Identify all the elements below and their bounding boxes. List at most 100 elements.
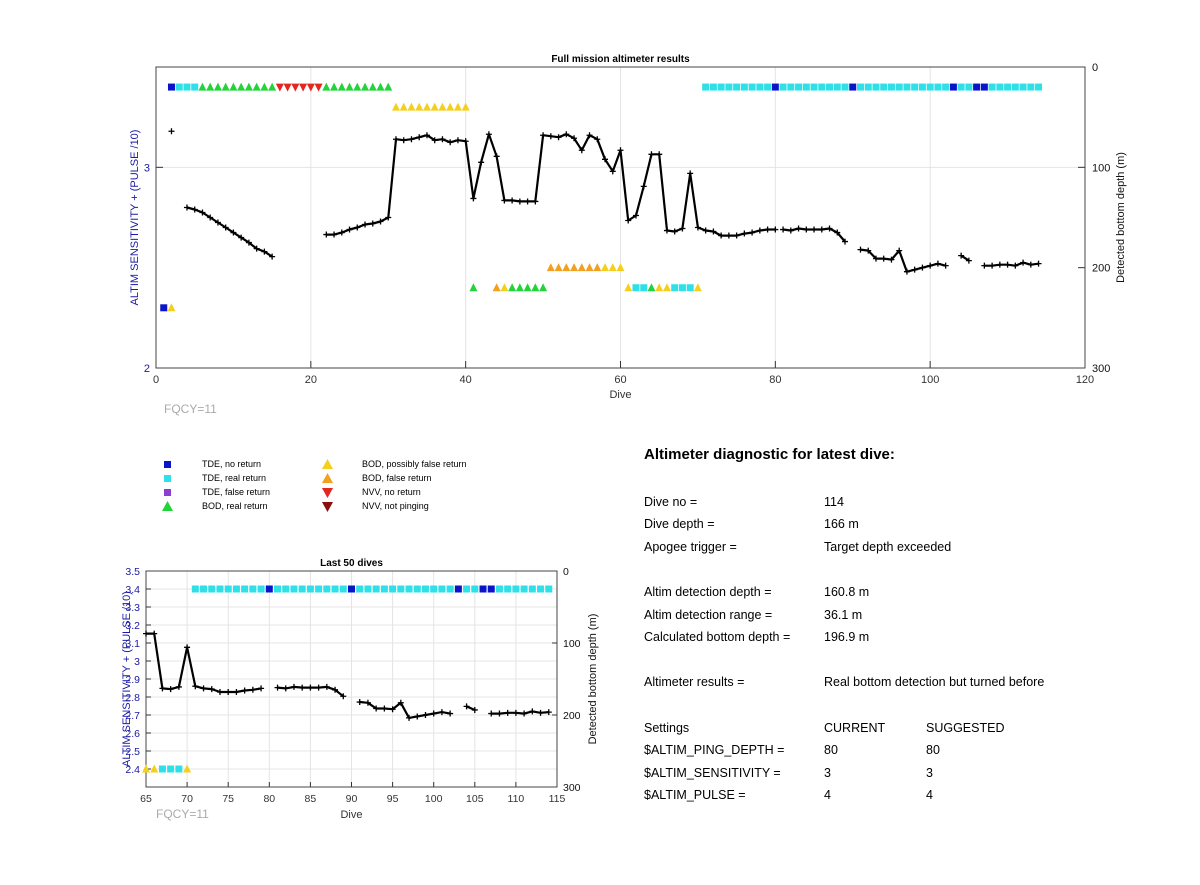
- x-tick-label: 105: [466, 793, 484, 805]
- depth-point: [718, 232, 725, 239]
- tde-marker: [339, 585, 347, 593]
- bod-marker: [384, 82, 393, 91]
- x-tick-label: 80: [769, 374, 781, 386]
- depth-point: [795, 225, 802, 232]
- y2-tick-label: 300: [1092, 363, 1110, 375]
- depth-point: [563, 131, 570, 138]
- depth-point: [338, 229, 345, 236]
- depth-point: [1012, 262, 1019, 269]
- tde-marker: [175, 83, 183, 91]
- last-50-dives-chart: 65 70 75 80 85 90 95 100 105 110 115 2.4 2.5 2.6 2.7 2.…: [121, 558, 599, 821]
- depth-point: [903, 268, 910, 275]
- diag-row-calculated-bottom-depth: Calculated bottom depth = 196.9 m: [644, 630, 1164, 646]
- tde-marker: [903, 83, 911, 91]
- depth-point: [617, 147, 624, 154]
- tde-marker: [282, 585, 290, 593]
- diag-label: Altim detection depth =: [644, 585, 772, 599]
- depth-point: [842, 238, 849, 245]
- depth-point: [323, 683, 330, 690]
- tde-marker: [232, 585, 240, 593]
- diag-value: 166 m: [824, 517, 859, 531]
- y-tick-label: 2.6: [125, 728, 140, 740]
- tde-marker: [864, 83, 872, 91]
- bod-marker: [430, 102, 439, 111]
- tde-marker: [315, 585, 323, 593]
- y2-axis-label: Detected bottom depth (m): [587, 614, 599, 745]
- bod-marker: [453, 102, 462, 111]
- depth-point: [702, 227, 709, 234]
- depth-point: [167, 686, 174, 693]
- tde-marker: [740, 83, 748, 91]
- tde-marker: [756, 83, 764, 91]
- depth-point: [521, 710, 528, 717]
- tde-marker: [795, 83, 803, 91]
- tde-marker: [934, 83, 942, 91]
- tde-marker: [1019, 83, 1027, 91]
- depth-point: [1035, 260, 1042, 267]
- y-tick-label: 2.7: [125, 710, 140, 722]
- tde-marker: [216, 585, 224, 593]
- bod-marker: [345, 82, 354, 91]
- y2-tick-label: 200: [1092, 263, 1110, 275]
- nvv-marker: [314, 83, 323, 92]
- depth-point: [408, 136, 415, 143]
- bod-marker: [546, 263, 555, 272]
- tde-marker: [249, 585, 257, 593]
- tde-marker: [257, 585, 265, 593]
- tde-marker: [495, 585, 503, 593]
- setting-suggested: 4: [926, 788, 933, 802]
- depth-point: [524, 198, 531, 205]
- depth-point: [958, 252, 965, 259]
- depth-point: [656, 151, 663, 158]
- depth-point: [996, 261, 1003, 268]
- depth-point: [756, 227, 763, 234]
- depth-point: [741, 230, 748, 237]
- y2-tick-label: 300: [563, 782, 581, 794]
- bod-marker: [655, 283, 664, 292]
- depth-point: [191, 206, 198, 213]
- tde-marker: [887, 83, 895, 91]
- depth-point: [389, 706, 396, 713]
- tde-marker: [764, 83, 772, 91]
- triangle-up-marker-icon: [322, 459, 333, 469]
- tde-marker: [397, 585, 405, 593]
- depth-point: [184, 644, 191, 651]
- diag-value: 196.9 m: [824, 630, 870, 644]
- tde-marker: [810, 83, 818, 91]
- depth-point: [406, 714, 413, 721]
- tde-marker: [167, 83, 175, 91]
- depth-point: [609, 168, 616, 175]
- depth-point: [381, 705, 388, 712]
- depth-point: [671, 228, 678, 235]
- chart-title: Last 50 dives: [320, 558, 383, 569]
- bod-marker: [500, 283, 509, 292]
- bod-marker: [399, 102, 408, 111]
- tde-marker: [748, 83, 756, 91]
- depth-point: [290, 683, 297, 690]
- tde-marker: [463, 585, 471, 593]
- depth-point: [315, 684, 322, 691]
- diag-settings-row: $ALTIM_PING_DEPTH = 80 80: [644, 743, 1164, 759]
- bod-marker: [198, 82, 207, 91]
- tde-marker: [988, 83, 996, 91]
- marker-legend: TDE, no return TDE, real return TDE, fal…: [160, 458, 490, 518]
- y-tick-label: 3: [144, 162, 150, 174]
- depth-point: [261, 248, 268, 255]
- tde-marker: [632, 284, 640, 292]
- tde-marker: [348, 585, 355, 593]
- diag-row-altim-detection-range: Altim detection range = 36.1 m: [644, 608, 1164, 624]
- tde-marker: [224, 585, 232, 593]
- depth-point: [942, 262, 949, 269]
- depth-point: [373, 705, 380, 712]
- tde-marker: [545, 585, 553, 593]
- depth-point: [981, 262, 988, 269]
- diag-value: Target depth exceeded: [824, 540, 952, 554]
- diag-row-dive-no: Dive no = 114: [644, 495, 1164, 511]
- diag-label: Calculated bottom depth =: [644, 630, 791, 644]
- tde-marker: [942, 83, 950, 91]
- tde-marker: [911, 83, 919, 91]
- tde-marker: [356, 585, 364, 593]
- x-tick-label: 80: [263, 793, 275, 805]
- depth-point: [594, 136, 601, 143]
- depth-point: [679, 225, 686, 232]
